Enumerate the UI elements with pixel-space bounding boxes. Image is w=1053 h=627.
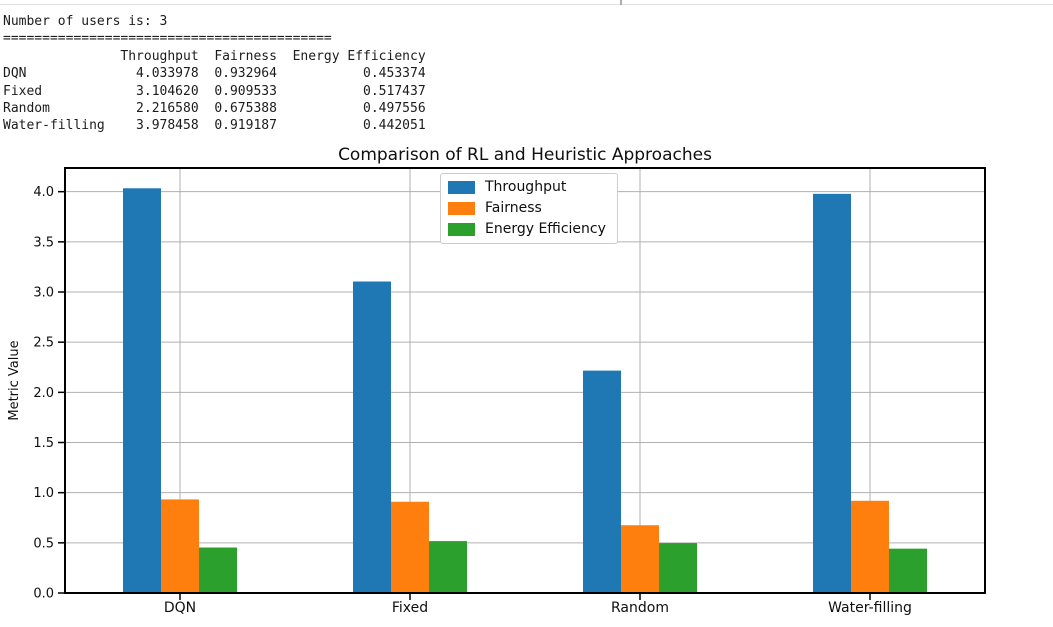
y-tick-label: 0.0 [33,587,54,602]
bar-energy-efficiency-dqn [199,547,237,593]
bar-throughput-fixed [353,281,391,593]
y-tick-label: 1.5 [33,436,54,451]
legend-entry-throughput: Throughput [448,179,606,195]
y-tick-label: 1.0 [33,486,54,501]
chart-axis-ticks: 0.0 0.5 1.0 1.5 2.0 2.5 3.0 3.5 4.0 DQN Fixed Rando… [33,185,912,616]
chart-title: Comparison of RL and Heuristic Approache… [338,145,712,165]
bar-throughput-dqn [123,188,161,593]
y-tick-label: 0.5 [33,536,54,551]
bar-fairness-dqn [161,499,199,593]
bar-fairness-water-filling [851,500,889,593]
legend-swatch-throughput [448,181,475,194]
y-tick-label: 3.0 [33,286,54,301]
console-output: Number of users is: 3 ==================… [3,14,426,134]
legend-label: Fairness [485,200,542,216]
legend-label: Energy Efficiency [485,221,606,237]
bar-energy-efficiency-random [659,543,697,593]
legend-label: Throughput [485,179,567,195]
bar-throughput-random [583,370,621,593]
legend-swatch-fairness [448,202,475,215]
y-tick-label: 2.0 [33,386,54,401]
y-axis-label: Metric Value [7,340,22,420]
bar-throughput-water-filling [813,193,851,593]
y-tick-label: 3.5 [33,235,54,250]
chart-bars [123,188,927,593]
bar-energy-efficiency-water-filling [889,548,927,593]
legend-swatch-energy-efficiency [448,223,475,236]
bar-energy-efficiency-fixed [429,541,467,593]
bar-fairness-random [621,525,659,593]
legend-entry-energy-efficiency: Energy Efficiency [448,221,606,237]
x-tick-label-water-filling: Water-filling [828,600,912,616]
x-tick-label-dqn: DQN [164,600,196,616]
cell-divider [0,4,1053,5]
plot-frame [64,167,986,594]
x-tick-label-fixed: Fixed [392,600,428,616]
y-tick-label: 2.5 [33,336,54,351]
legend-entry-fairness: Fairness [448,200,606,216]
y-tick-label: 4.0 [33,185,54,200]
scrollbar-stub [620,0,622,5]
x-tick-label-random: Random [611,600,669,616]
bar-fairness-fixed [391,501,429,593]
chart-legend: Throughput Fairness Energy Efficiency [440,173,618,244]
